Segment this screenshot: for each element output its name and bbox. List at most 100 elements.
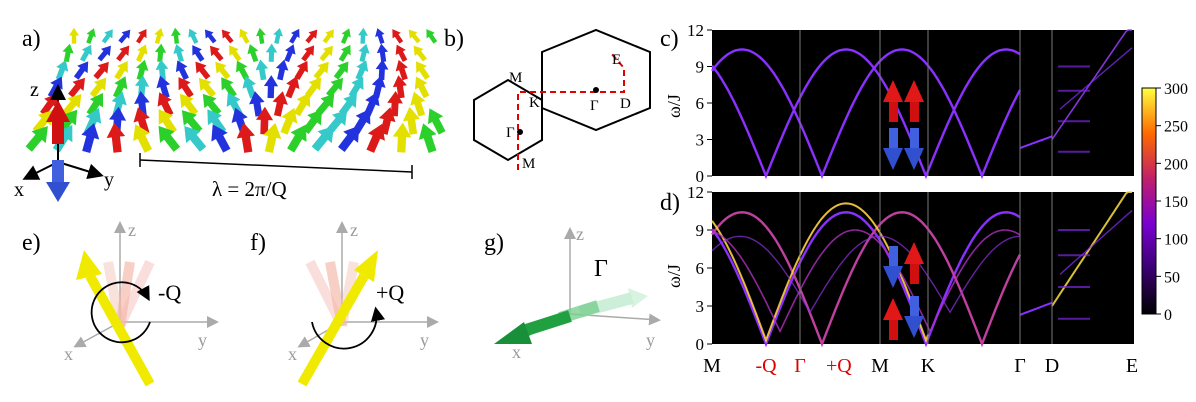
spin-arrow: [179, 93, 199, 116]
spin-arrow: [175, 60, 189, 81]
xtick-label: M: [703, 355, 721, 377]
spin-arrow: [263, 122, 282, 153]
bz-point-Gamma-left: Γ: [506, 125, 515, 141]
spin-arrow: [113, 76, 128, 99]
spin-arrow: [313, 61, 329, 80]
spin-arrow: [69, 27, 79, 44]
colorbar-tick-label: 300: [1164, 81, 1188, 98]
spin-arrow: [188, 28, 199, 44]
xtick-label: +Q: [826, 355, 852, 377]
spin-arrow: [301, 45, 315, 62]
spin-arrow: [413, 45, 427, 62]
spin-arrow: [284, 44, 296, 63]
spin-arrow: [280, 107, 298, 135]
spectrum-panel-d: [711, 191, 1134, 348]
spin-arrow: [215, 61, 231, 80]
spin-arrow: [395, 59, 408, 81]
spin-arrow: [136, 44, 148, 63]
spin-arrow: [86, 92, 104, 117]
spin-arrow: [255, 106, 274, 135]
spin-arrow: [371, 75, 386, 99]
magnon-branch: [711, 229, 1021, 334]
spin-arrow: [302, 109, 322, 134]
magnon-branch: [1019, 135, 1053, 149]
magnon-branch: [1059, 47, 1133, 110]
spin-arrow: [73, 61, 89, 80]
spin-arrow: [255, 59, 269, 81]
spin-arrow: [114, 61, 128, 80]
spin-arrow: [221, 77, 237, 98]
magnon-branch: [1059, 209, 1133, 275]
bz-point-K: K: [529, 95, 540, 111]
bz-point-D: D: [620, 96, 631, 112]
spin-arrow: [376, 43, 389, 63]
xtick-label: M: [871, 355, 889, 377]
axis-label-z-e: z: [128, 220, 136, 240]
spin-arrow: [355, 60, 369, 81]
ytick-label: 12: [687, 21, 704, 40]
spin-arrow: [285, 76, 300, 99]
spin-arrow: [333, 61, 349, 80]
axis-label-x-e: x: [64, 344, 73, 364]
ytick-label: 9: [696, 221, 705, 240]
precession-minus-Q: [73, 221, 219, 387]
spin-arrow: [263, 75, 279, 99]
panel-label-e: e): [22, 230, 41, 256]
spin-arrow: [247, 44, 259, 63]
magnon-branch: [711, 48, 1022, 180]
colorbar: [1141, 87, 1157, 315]
ylabel-d: ω/J: [664, 264, 684, 288]
ytick-label: 3: [696, 131, 705, 150]
axis-label-z-f: z: [350, 220, 358, 240]
bz-point-Gamma-right: Γ: [590, 98, 599, 114]
magnon-branch: [711, 211, 1022, 348]
xtick-label: D: [1045, 355, 1059, 377]
panel-a-axes: [22, 84, 104, 202]
spin-arrow: [340, 28, 351, 44]
colorbar-tick-label: 100: [1164, 232, 1188, 249]
spin-arrow: [427, 108, 446, 135]
spin-arrow: [236, 122, 255, 153]
spin-arrow: [211, 124, 231, 153]
spin-arrow: [229, 45, 242, 62]
spin-arrow: [338, 44, 351, 62]
spin-arrow: [171, 27, 181, 44]
spin-up-arrows-c: [883, 80, 924, 122]
spin-arrow: [157, 92, 174, 117]
spin-arrow: [198, 77, 217, 98]
ytick-label: 0: [696, 335, 705, 354]
spin-arrow: [136, 29, 147, 44]
axis-label-z: z: [30, 79, 39, 101]
spin-arrow: [133, 107, 150, 135]
spin-arrow: [55, 60, 69, 81]
spin-arrow: [79, 44, 92, 62]
spin-arrow: [311, 126, 334, 152]
spin-arrow: [136, 59, 149, 81]
spin-arrow: [289, 28, 300, 44]
panel-label-f: f): [250, 230, 266, 256]
ytick-label: 3: [696, 297, 705, 316]
spin-arrow: [375, 28, 385, 45]
axis-label-y-e: y: [198, 330, 207, 350]
spin-arrow: [156, 75, 171, 99]
spin-arrow: [358, 43, 370, 63]
colorbar-tick-label: 150: [1164, 194, 1188, 211]
axis-label-x-g: x: [512, 342, 521, 362]
label-Gamma: Γ: [594, 256, 608, 282]
spin-arrow: [89, 77, 107, 98]
spin-arrow: [375, 59, 389, 81]
spin-arrow: [249, 91, 265, 117]
bz-point-E: E: [612, 52, 621, 68]
magnon-branch: [1019, 301, 1053, 316]
label-plus-Q: +Q: [376, 280, 404, 305]
spin-arrow: [387, 90, 403, 117]
spin-arrow: [25, 126, 48, 152]
spin-arrow: [116, 45, 130, 62]
brillouin-zones: [473, 28, 651, 170]
spin-arrow: [184, 125, 207, 152]
label-minus-Q: -Q: [158, 280, 181, 305]
spin-arrow: [195, 61, 211, 80]
panel-label-c: c): [660, 26, 679, 52]
spin-arrow: [118, 29, 131, 44]
